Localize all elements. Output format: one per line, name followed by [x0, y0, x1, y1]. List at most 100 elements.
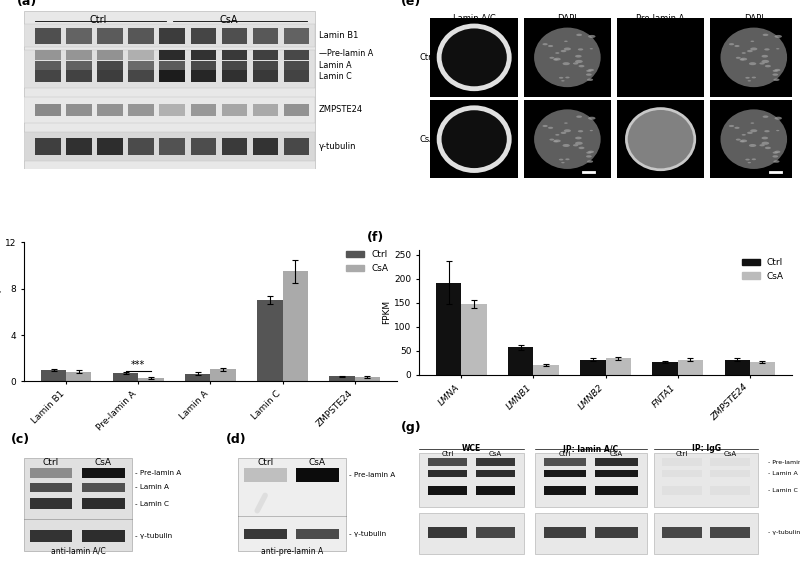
Bar — [595, 458, 638, 466]
Ellipse shape — [762, 137, 768, 139]
Ellipse shape — [586, 152, 591, 154]
Bar — [222, 49, 247, 60]
Bar — [82, 530, 125, 542]
Ellipse shape — [534, 110, 601, 169]
Ellipse shape — [762, 55, 768, 57]
Bar — [430, 18, 518, 97]
Text: IP: IgG: IP: IgG — [692, 444, 721, 453]
Text: CsA: CsA — [419, 135, 435, 144]
Text: WCE: WCE — [462, 444, 481, 453]
Ellipse shape — [752, 77, 756, 78]
Bar — [544, 486, 586, 495]
Bar — [606, 358, 631, 375]
Ellipse shape — [773, 73, 778, 76]
Ellipse shape — [736, 139, 741, 141]
Ellipse shape — [734, 45, 739, 47]
Ellipse shape — [586, 155, 592, 157]
Bar — [98, 137, 122, 155]
Bar — [30, 468, 72, 478]
Ellipse shape — [587, 78, 593, 81]
Bar — [436, 283, 462, 375]
Text: CsA: CsA — [610, 451, 623, 457]
Ellipse shape — [762, 141, 769, 145]
Bar — [710, 18, 798, 97]
Bar — [24, 132, 314, 161]
Bar — [190, 61, 216, 70]
Text: DAPI: DAPI — [744, 14, 764, 23]
Ellipse shape — [555, 52, 559, 54]
Bar — [159, 137, 185, 155]
Bar — [98, 103, 122, 116]
Text: Ctrl: Ctrl — [90, 15, 107, 26]
Bar — [296, 468, 339, 482]
Bar — [35, 70, 61, 82]
Ellipse shape — [554, 58, 561, 61]
Bar — [427, 458, 467, 466]
Ellipse shape — [442, 110, 506, 168]
Ellipse shape — [566, 158, 570, 160]
Bar — [662, 527, 702, 538]
Text: Pre-lamin A: Pre-lamin A — [636, 14, 685, 23]
Ellipse shape — [590, 130, 593, 131]
Ellipse shape — [762, 60, 769, 63]
Bar — [82, 499, 125, 509]
Text: CsA: CsA — [309, 458, 326, 467]
Bar — [128, 61, 154, 70]
Ellipse shape — [432, 102, 516, 177]
Bar — [159, 61, 185, 70]
Bar — [662, 486, 702, 495]
Bar — [30, 483, 72, 492]
Bar — [462, 304, 486, 375]
Text: - γ-tubulin: - γ-tubulin — [135, 533, 172, 539]
Ellipse shape — [548, 127, 553, 129]
Ellipse shape — [542, 125, 548, 127]
Bar — [475, 458, 515, 466]
Bar — [617, 18, 704, 97]
Ellipse shape — [562, 62, 570, 65]
Ellipse shape — [564, 122, 568, 124]
Ellipse shape — [721, 28, 787, 87]
Legend: Ctrl, CsA: Ctrl, CsA — [343, 247, 392, 277]
Ellipse shape — [586, 70, 591, 72]
Ellipse shape — [550, 139, 554, 141]
Ellipse shape — [774, 35, 782, 38]
Text: CsA: CsA — [489, 451, 502, 457]
Bar — [595, 527, 638, 538]
Bar — [253, 103, 278, 116]
Ellipse shape — [575, 137, 582, 139]
Bar — [662, 458, 702, 466]
Ellipse shape — [742, 52, 746, 54]
Bar — [66, 49, 92, 60]
Bar — [534, 365, 558, 375]
Ellipse shape — [774, 78, 779, 81]
Bar — [710, 458, 750, 466]
Text: CsA: CsA — [220, 15, 238, 26]
Bar — [330, 376, 354, 382]
Bar — [523, 18, 611, 97]
Bar — [159, 70, 185, 82]
Bar — [534, 453, 646, 507]
Text: ZMPSTE24: ZMPSTE24 — [318, 106, 362, 114]
Ellipse shape — [561, 50, 566, 52]
Bar — [128, 103, 154, 116]
Bar — [66, 61, 92, 70]
Bar — [284, 28, 310, 44]
Bar — [580, 360, 606, 375]
Text: Ctrl: Ctrl — [257, 458, 274, 467]
Ellipse shape — [562, 144, 570, 147]
Bar — [544, 458, 586, 466]
Ellipse shape — [548, 45, 553, 47]
Bar — [35, 28, 61, 44]
Bar — [128, 137, 154, 155]
Text: Lamin C: Lamin C — [318, 72, 351, 81]
Text: (g): (g) — [401, 421, 421, 434]
Y-axis label: FPKM: FPKM — [382, 300, 391, 324]
Bar — [654, 453, 758, 507]
Ellipse shape — [575, 60, 582, 63]
Ellipse shape — [578, 48, 583, 51]
Ellipse shape — [776, 130, 779, 131]
Text: anti-lamin A/C: anti-lamin A/C — [50, 546, 106, 556]
Legend: Ctrl, CsA: Ctrl, CsA — [738, 254, 787, 284]
Bar — [24, 97, 314, 123]
Text: - γ-tubulin: - γ-tubulin — [768, 531, 800, 535]
